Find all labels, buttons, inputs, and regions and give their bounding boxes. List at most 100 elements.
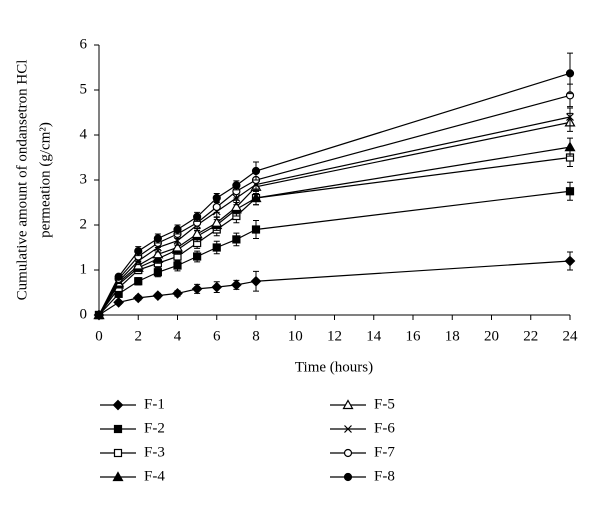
- x-tick-label: 4: [174, 328, 182, 344]
- x-tick-label: 24: [563, 328, 579, 344]
- y-axis-label: permeation (g/cm²): [37, 122, 53, 238]
- marker: [152, 290, 164, 301]
- marker: [212, 193, 221, 203]
- marker: [173, 261, 182, 270]
- y-tick-label: 0: [80, 306, 88, 322]
- marker: [232, 181, 241, 190]
- y-tick-label: 4: [80, 126, 88, 142]
- marker: [153, 234, 162, 243]
- legend-label: F-6: [374, 420, 395, 436]
- series: [93, 112, 576, 320]
- legend-item: F-6: [330, 420, 395, 436]
- marker: [232, 235, 241, 244]
- series: [94, 148, 575, 320]
- legend-item: F-1: [100, 396, 165, 412]
- marker: [231, 279, 242, 291]
- marker: [565, 187, 575, 196]
- legend-label: F-8: [374, 468, 395, 484]
- legend-label: F-1: [144, 396, 165, 412]
- y-axis-label: Cumulative amount of ondansetron HCl: [14, 60, 30, 301]
- legend-marker: [113, 424, 123, 434]
- marker: [114, 272, 123, 281]
- marker: [191, 228, 203, 239]
- legend-label: F-4: [144, 468, 165, 484]
- legend-marker: [112, 399, 124, 411]
- series-line: [98, 156, 571, 316]
- marker: [193, 252, 202, 261]
- legend-label: F-3: [144, 444, 165, 460]
- legend-item: F-8: [330, 468, 395, 484]
- series: [94, 83, 575, 320]
- y-tick-label: 5: [80, 81, 88, 97]
- legend-label: F-5: [374, 396, 395, 412]
- x-axis-label: Time (hours): [295, 359, 373, 375]
- marker: [565, 69, 575, 78]
- legend-item: F-7: [330, 444, 395, 460]
- marker: [211, 217, 223, 227]
- legend-marker: [344, 425, 352, 433]
- x-tick-label: 22: [523, 328, 538, 344]
- series-line: [98, 260, 571, 316]
- x-tick-label: 18: [445, 328, 460, 344]
- legend-label: F-7: [374, 444, 395, 460]
- x-tick-label: 16: [406, 328, 422, 344]
- series-line: [98, 116, 571, 316]
- marker: [132, 292, 144, 304]
- marker: [564, 255, 576, 267]
- series-line: [98, 146, 571, 316]
- series: [94, 52, 575, 320]
- legend-marker: [113, 448, 123, 458]
- x-tick-label: 2: [135, 328, 143, 344]
- series-line: [98, 72, 571, 316]
- marker: [113, 297, 124, 308]
- marker: [250, 275, 262, 287]
- marker: [153, 268, 162, 277]
- legend-item: F-4: [100, 468, 165, 484]
- y-tick-label: 2: [80, 216, 88, 232]
- series: [95, 107, 574, 319]
- x-tick-label: 8: [252, 328, 260, 344]
- marker: [230, 201, 242, 212]
- series: [94, 181, 575, 320]
- marker: [251, 166, 261, 176]
- x-tick-label: 6: [213, 328, 221, 344]
- series-line: [98, 121, 571, 316]
- series: [93, 137, 576, 320]
- legend-marker: [112, 471, 124, 482]
- marker: [191, 283, 203, 295]
- legend-item: F-5: [330, 396, 395, 412]
- x-tick-label: 10: [288, 328, 303, 344]
- marker: [173, 225, 182, 234]
- marker: [134, 277, 143, 286]
- legend-marker: [342, 399, 354, 410]
- marker: [250, 192, 262, 203]
- series-line: [98, 94, 571, 316]
- x-tick-label: 14: [366, 328, 382, 344]
- y-tick-label: 6: [80, 36, 88, 52]
- marker: [212, 202, 221, 212]
- series: [93, 251, 576, 321]
- y-tick-label: 3: [80, 171, 88, 187]
- legend-label: F-2: [144, 420, 165, 436]
- marker: [134, 247, 143, 256]
- y-tick-label: 1: [80, 261, 88, 277]
- marker: [94, 310, 104, 320]
- marker: [171, 241, 184, 252]
- series-line: [98, 190, 571, 316]
- marker: [152, 248, 164, 259]
- marker: [212, 243, 221, 252]
- marker: [211, 281, 223, 293]
- x-tick-label: 0: [95, 328, 103, 344]
- x-tick-label: 12: [327, 328, 342, 344]
- marker: [172, 288, 183, 299]
- marker: [193, 212, 202, 221]
- marker: [251, 225, 261, 234]
- legend-marker: [343, 472, 353, 482]
- legend-item: F-3: [100, 444, 165, 460]
- legend-marker: [343, 448, 353, 458]
- marker: [564, 141, 576, 152]
- marker: [566, 113, 574, 121]
- x-tick-label: 20: [484, 328, 499, 344]
